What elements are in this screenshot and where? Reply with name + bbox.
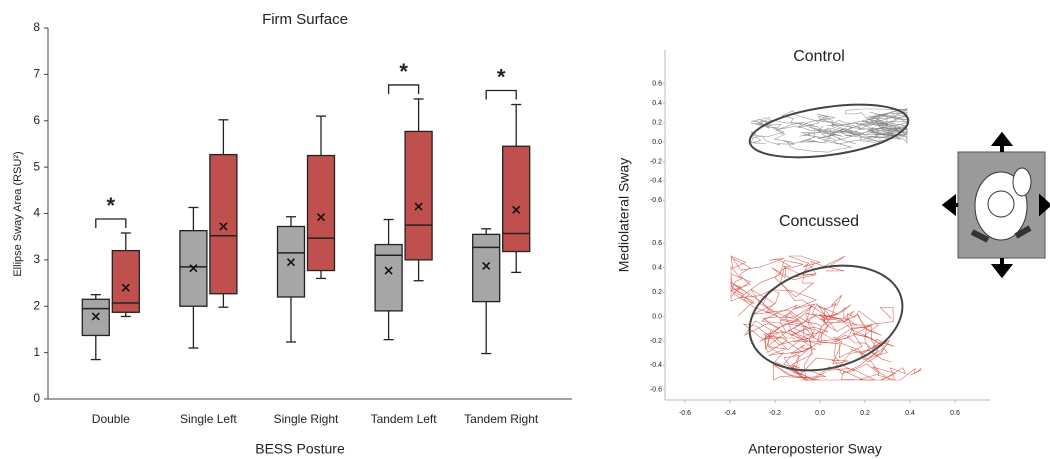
y-tick-label: 0.4	[652, 264, 662, 271]
y-tick-label: -0.6	[650, 387, 662, 394]
x-tick-label: 0.2	[860, 410, 870, 417]
y-axis-label: Ellipse Sway Area (RSU²)	[12, 151, 24, 276]
significance-bracket	[485, 89, 517, 100]
box	[502, 145, 531, 253]
chart-title: Firm Surface	[262, 11, 348, 28]
y-tick-label: -0.4	[650, 362, 662, 369]
mean-marker	[414, 202, 423, 211]
mean-marker	[316, 213, 326, 222]
mean-marker	[384, 266, 393, 275]
trace-line	[817, 115, 908, 145]
x-tick-label: Single Right	[274, 412, 339, 426]
y-tick-label: 0.2	[652, 289, 662, 296]
trace-line	[777, 113, 908, 138]
y-tick-label: 5	[33, 159, 40, 173]
y-tick-label: 8	[33, 20, 40, 34]
mean-marker	[91, 312, 100, 321]
x-tick-label: 0.0	[815, 410, 825, 417]
box	[404, 130, 433, 261]
y-tick-label: 0.6	[652, 81, 662, 88]
box	[306, 154, 336, 272]
x-tick-label: -0.6	[679, 410, 691, 417]
y-tick-label: 0.2	[652, 119, 662, 126]
mean-marker	[286, 258, 296, 267]
x-tick-label: -0.2	[769, 410, 781, 417]
y-tick-label: 0	[33, 391, 40, 405]
x-axis-label: BESS Posture	[255, 441, 345, 457]
y-tick-label: 0.6	[652, 240, 662, 247]
box	[209, 153, 238, 295]
mean-marker	[482, 261, 491, 270]
x-axis-label: Anteroposterior Sway	[748, 441, 882, 457]
panel-title: Control	[793, 48, 845, 65]
y-tick-label: -0.2	[650, 158, 662, 165]
x-tick-label: -0.4	[724, 410, 736, 417]
mean-marker	[121, 283, 130, 292]
trace-line	[764, 305, 895, 381]
y-tick-label: 7	[33, 67, 40, 81]
box	[472, 233, 501, 303]
y-tick-label: 3	[33, 252, 40, 266]
sway-trace	[730, 255, 922, 381]
significance-bracket	[387, 84, 420, 94]
mean-marker	[512, 205, 521, 214]
x-tick-label: Double	[92, 412, 130, 426]
sway-trace	[750, 108, 908, 153]
y-tick-label: 0.4	[652, 100, 662, 107]
significance-marker: *	[107, 193, 116, 218]
y-tick-label: -0.2	[650, 338, 662, 345]
x-tick-label: Tandem Left	[371, 412, 438, 426]
y-tick-label: 4	[33, 206, 40, 220]
panel-title: Concussed	[779, 213, 859, 230]
x-tick-label: Tandem Right	[464, 412, 539, 426]
y-axis-label: Mediolateral Sway	[616, 158, 632, 272]
y-tick-label: 1	[33, 345, 40, 359]
x-tick-label: Single Left	[180, 412, 237, 426]
mean-marker	[219, 222, 228, 231]
significance-marker: *	[497, 64, 506, 89]
significance-marker: *	[399, 59, 408, 84]
mean-marker	[189, 264, 198, 273]
y-tick-label: 2	[33, 298, 40, 312]
trace-line	[744, 306, 887, 381]
sway-ellipse	[748, 264, 904, 372]
x-tick-label: 0.6	[950, 410, 960, 417]
x-tick-label: 0.4	[905, 410, 915, 417]
y-tick-label: -0.4	[650, 178, 662, 185]
box	[111, 249, 140, 313]
y-tick-label: -0.6	[650, 197, 662, 204]
trace-line	[811, 294, 922, 381]
trace-line	[730, 255, 826, 338]
y-tick-label: 0.0	[652, 139, 662, 146]
y-tick-label: 6	[33, 113, 40, 127]
sway-ellipse	[748, 103, 910, 159]
significance-bracket	[95, 218, 127, 228]
posture-icon	[941, 131, 1050, 279]
y-tick-label: 0.0	[652, 313, 662, 320]
